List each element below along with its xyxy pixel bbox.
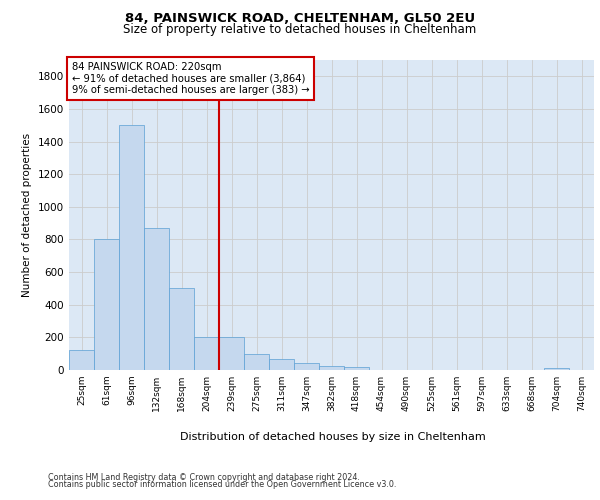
Bar (119, 126, 144, 370)
Y-axis label: Number of detached properties: Number of detached properties (22, 133, 32, 297)
Text: Distribution of detached houses by size in Cheltenham: Distribution of detached houses by size … (180, 432, 486, 442)
Bar (544, 368, 569, 370)
Bar (169, 288, 194, 370)
Bar (344, 366, 369, 370)
Text: Contains HM Land Registry data © Crown copyright and database right 2024.: Contains HM Land Registry data © Crown c… (48, 472, 360, 482)
Bar (219, 336, 244, 370)
Text: Size of property relative to detached houses in Cheltenham: Size of property relative to detached ho… (124, 22, 476, 36)
Bar (69, 350, 94, 370)
Text: Contains public sector information licensed under the Open Government Licence v3: Contains public sector information licen… (48, 480, 397, 489)
Bar (294, 362, 319, 370)
Bar (269, 360, 294, 370)
Text: 84 PAINSWICK ROAD: 220sqm
← 91% of detached houses are smaller (3,864)
9% of sem: 84 PAINSWICK ROAD: 220sqm ← 91% of detac… (71, 62, 309, 95)
Bar (319, 366, 344, 370)
Bar (244, 354, 269, 370)
Text: 84, PAINSWICK ROAD, CHELTENHAM, GL50 2EU: 84, PAINSWICK ROAD, CHELTENHAM, GL50 2EU (125, 12, 475, 26)
Bar (94, 240, 119, 370)
Bar (194, 336, 219, 370)
Bar (144, 228, 169, 370)
